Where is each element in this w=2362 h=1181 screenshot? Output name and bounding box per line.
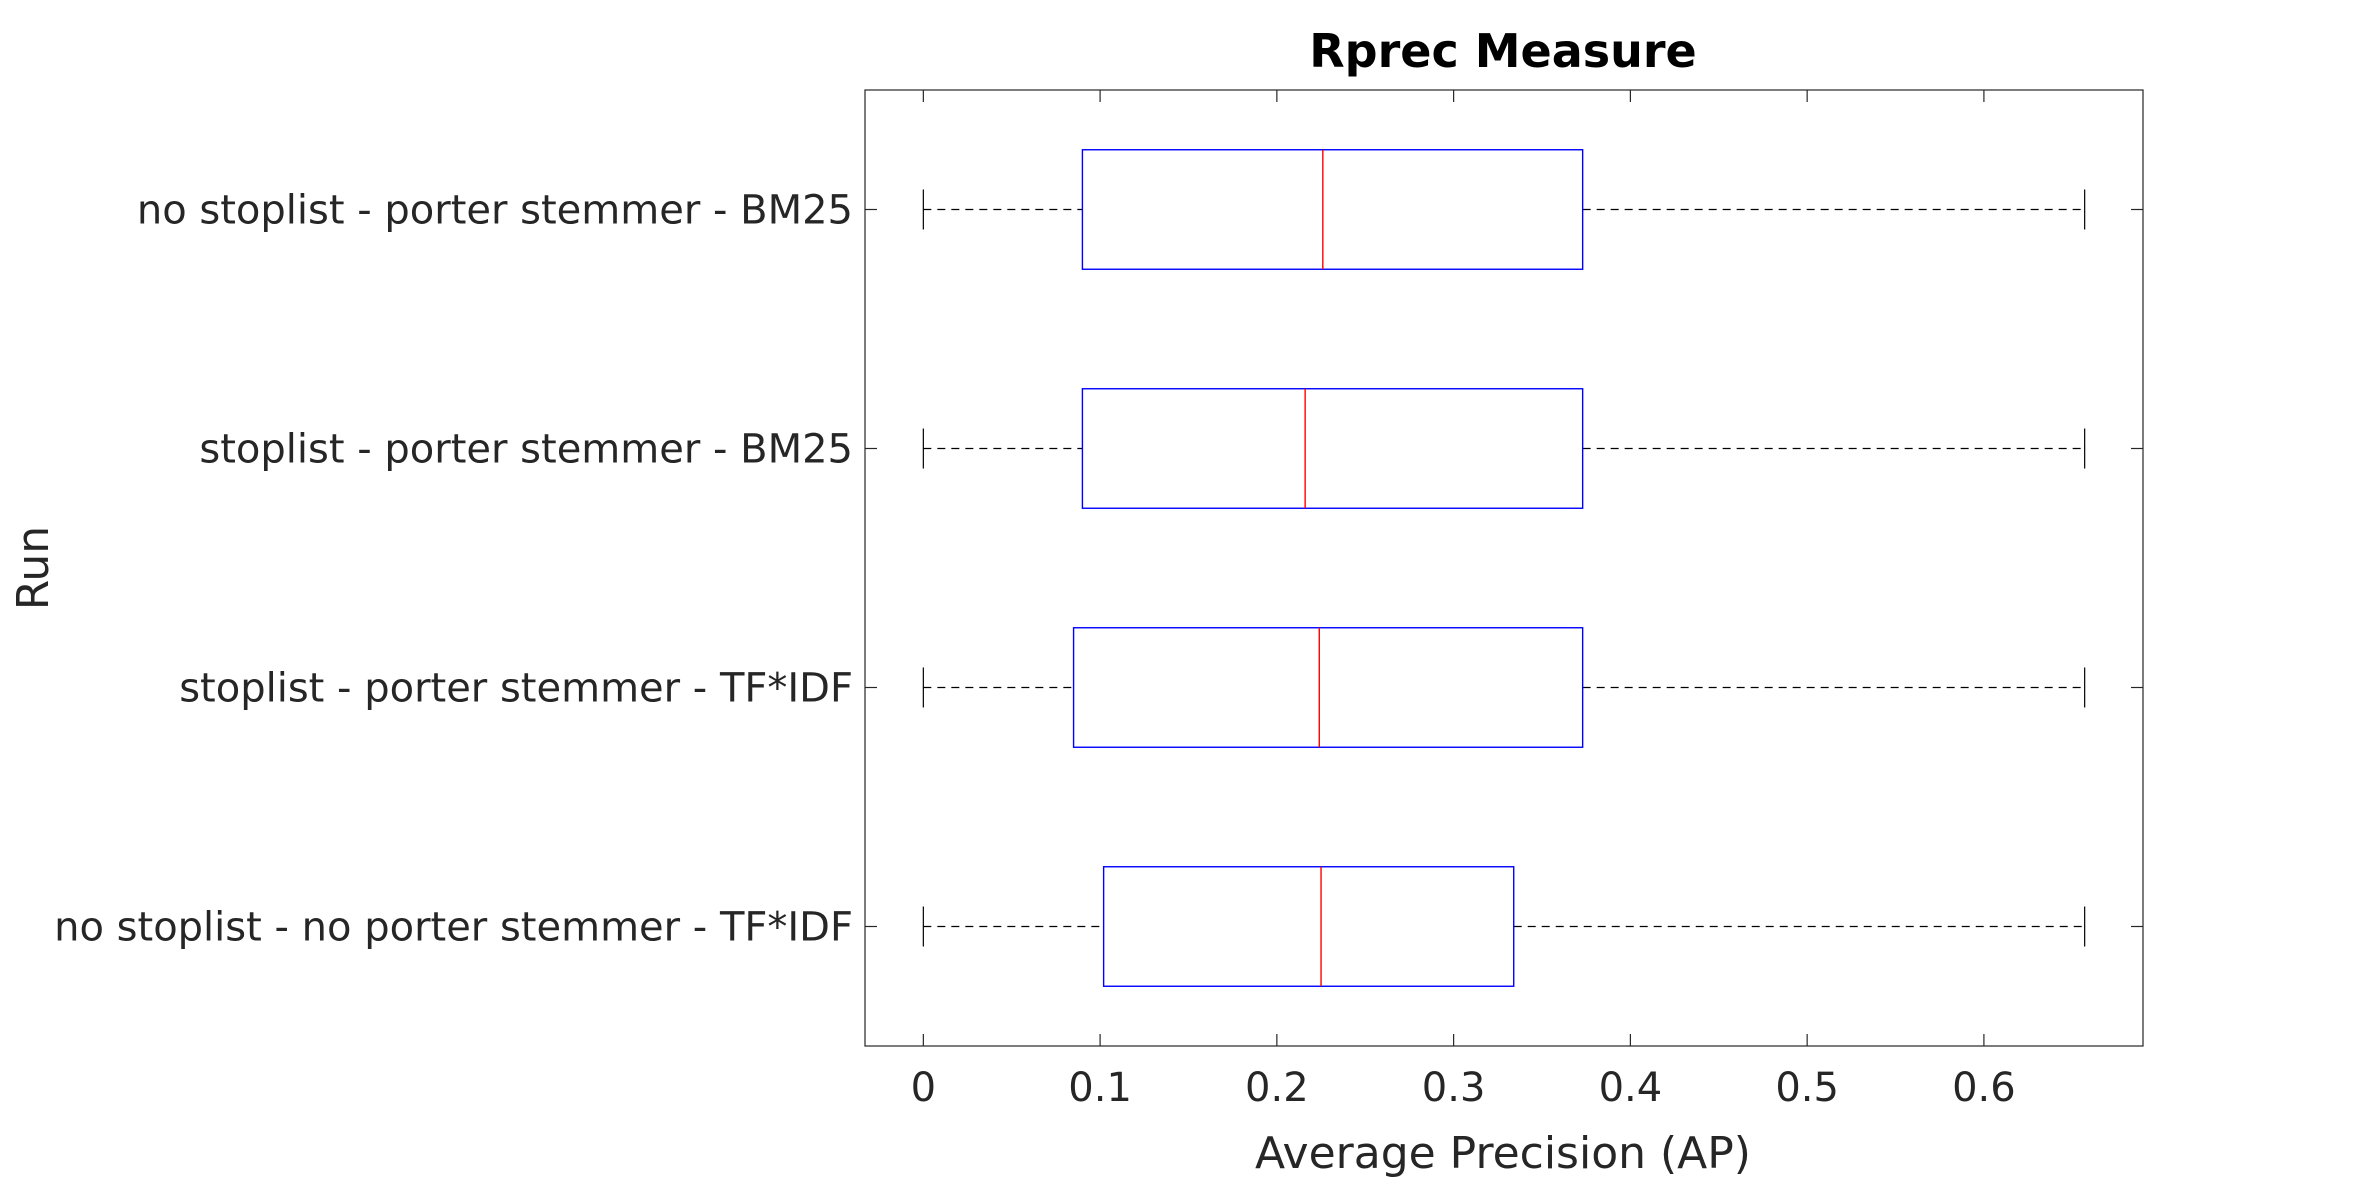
box-iqr [1102, 866, 1515, 987]
chart-title: Rprec Measure [1309, 24, 1697, 78]
x-tick-label: 0.2 [1245, 1065, 1309, 1111]
box-series [922, 149, 2086, 987]
x-tick-label: 0.6 [1952, 1065, 2016, 1111]
x-tick-label: 0 [911, 1065, 936, 1111]
x-axis-ticks: 0 0.1 0.2 0.3 0.4 0.5 0.6 [911, 90, 2016, 1111]
box-group [922, 149, 2086, 270]
x-tick-label: 0.1 [1068, 1065, 1132, 1111]
box-group [922, 627, 2086, 748]
x-tick-label: 0.4 [1599, 1065, 1663, 1111]
y-axis-label: Run [8, 526, 59, 610]
box-iqr [1081, 149, 1584, 270]
x-tick-label: 0.3 [1422, 1065, 1486, 1111]
x-axis-label: Average Precision (AP) [1255, 1128, 1751, 1179]
y-axis-ticks: no stoplist - porter stemmer - BM25 stopl… [54, 188, 2143, 951]
y-tick-label: no stoplist - porter stemmer - BM25 [137, 188, 853, 234]
box-group [922, 388, 2086, 509]
y-tick-label: stoplist - porter stemmer - TF*IDF [179, 666, 853, 712]
y-tick-label: no stoplist - no porter stemmer - TF*IDF [54, 905, 853, 951]
plot-area-frame [864, 89, 2144, 1047]
box-group [922, 866, 2086, 987]
y-tick-label: stoplist - porter stemmer - BM25 [199, 427, 853, 473]
box-iqr [1072, 627, 1584, 748]
x-tick-label: 0.5 [1775, 1065, 1839, 1111]
box-iqr [1081, 388, 1584, 509]
